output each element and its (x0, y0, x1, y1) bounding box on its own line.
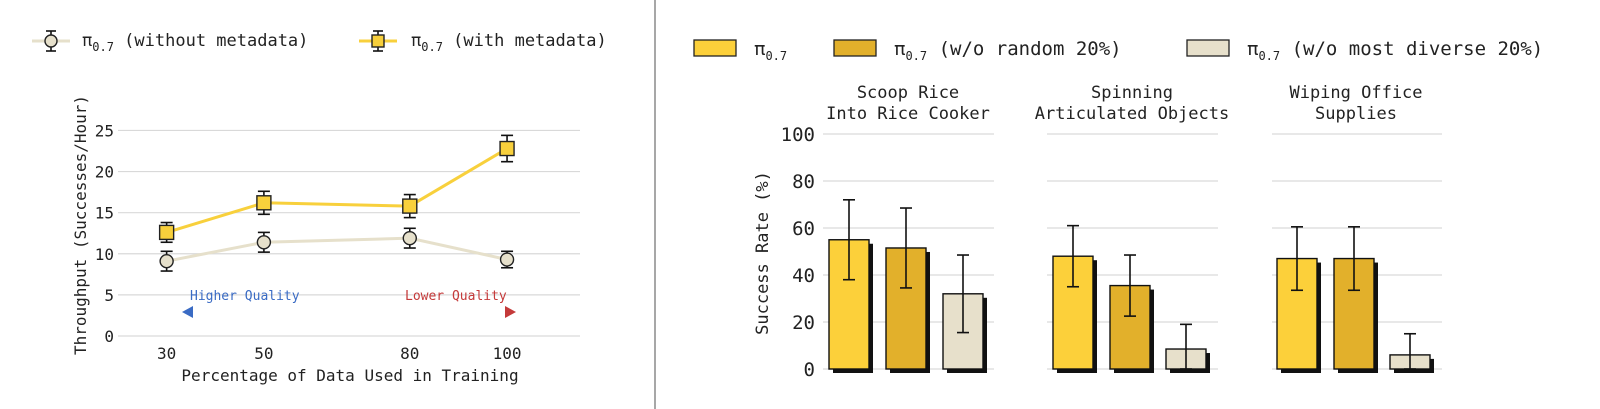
line-point-square (158, 224, 175, 241)
line-chart-ylabel: Throughput (Successes/Hour) (71, 95, 90, 355)
line-chart-ticks: 0 5 10 15 20 25 30 50 80 100 (95, 121, 522, 363)
line-chart-ytick: 25 (95, 121, 114, 140)
line-point-circle (159, 253, 174, 269)
quality-arrow-left-head (182, 306, 193, 318)
legend-label: π0.7 (without metadata) (82, 31, 308, 54)
legend-square-marker (371, 34, 385, 48)
higher-quality-label: Higher Quality (190, 289, 300, 304)
quality-arrow: Higher Quality Lower Quality (182, 289, 516, 318)
line-chart-xtick: 100 (493, 344, 522, 363)
panel-title-line: Articulated Objects (1035, 104, 1229, 124)
line-chart-ytick: 20 (95, 163, 114, 182)
bar-chart-ytick: 100 (781, 124, 815, 146)
bar-chart-ytick: 20 (792, 312, 815, 334)
panel-title-line: Wiping Office (1289, 83, 1422, 103)
line-chart-ytick: 0 (104, 327, 114, 346)
line-chart-ytick: 5 (104, 286, 114, 305)
bar-chart-ticks: 0 20 40 60 80 100 (781, 124, 815, 381)
lower-quality-label: Lower Quality (405, 289, 507, 304)
bar-chart-ytick: 0 (804, 359, 815, 381)
line-series-2 (166, 147, 508, 234)
bar-legend-swatch (833, 39, 877, 57)
bar-chart-ytick: 80 (792, 171, 815, 193)
bar-legend-label: π0.7 (754, 38, 787, 63)
line-chart-xlabel: Percentage of Data Used in Training (181, 366, 518, 385)
legend-circle-marker (44, 34, 58, 48)
bar-chart-ytick: 40 (792, 265, 815, 287)
line-chart-ytick: 10 (95, 245, 114, 264)
bar-chart-legend: π0.7 π0.7 (w/o random 20%) π0.7 (w/o most … (693, 38, 1543, 63)
bar-chart-ytick: 60 (792, 218, 815, 240)
bar-legend-label: π0.7 (w/o most diverse 20%) (1247, 38, 1543, 63)
line-point-square (499, 140, 515, 157)
panel-title-line: Spinning (1091, 83, 1173, 103)
line-series-1 (166, 236, 508, 263)
line-point-circle (402, 230, 417, 246)
panel-title-line: Supplies (1315, 104, 1397, 124)
line-point-square (402, 198, 418, 214)
line-chart-ytick: 15 (95, 204, 114, 223)
bar-legend-swatch (1186, 39, 1230, 57)
line-chart-xtick: 50 (254, 344, 273, 363)
bar-legend-label: π0.7 (w/o random 20%) (894, 38, 1122, 63)
bar-chart-ylabel: Success Rate (%) (753, 171, 773, 335)
line-point-circle (499, 252, 515, 267)
line-chart-xtick: 80 (400, 344, 419, 363)
line-chart-xtick: 30 (157, 344, 176, 363)
line-point-circle (256, 235, 272, 250)
line-chart-series (158, 134, 515, 272)
panel-title-line: Into Rice Cooker (826, 104, 990, 124)
panel-title-line: Scoop Rice (857, 83, 959, 103)
line-point-square (256, 195, 272, 211)
quality-arrow-right-head (505, 306, 516, 318)
bar-chart-bars (828, 199, 1434, 373)
line-chart-legend: π0.7 (without metadata) π0.7 (with metada… (32, 30, 607, 54)
legend-label: π0.7 (with metadata) (411, 31, 607, 54)
line-chart-grid (118, 129, 580, 337)
bar-legend-swatch (693, 39, 737, 57)
